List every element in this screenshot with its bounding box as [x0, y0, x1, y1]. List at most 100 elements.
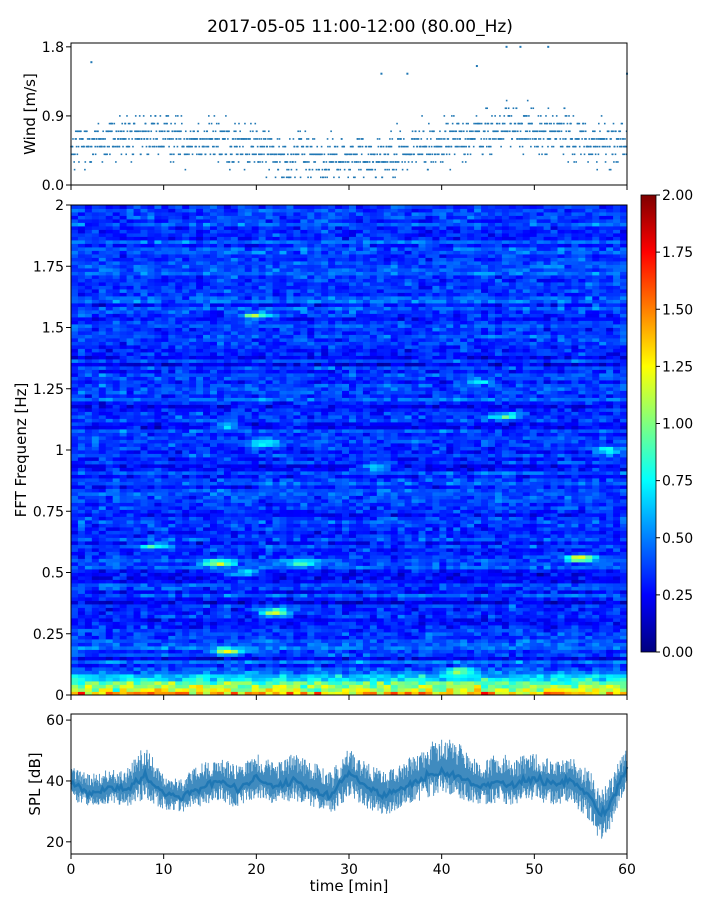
spectrogram-cell — [328, 541, 336, 545]
spectrogram-cell — [564, 558, 572, 563]
wind-point — [134, 138, 137, 140]
spectrogram-cell — [216, 548, 225, 552]
spectrogram-cell — [154, 590, 162, 594]
spectrogram-cell — [203, 614, 211, 619]
spectrogram-cell — [119, 548, 127, 552]
spectrogram-cell — [599, 607, 607, 612]
spectrogram-cell — [355, 688, 364, 692]
wind-point — [474, 122, 477, 125]
spectrogram-cell — [77, 590, 86, 594]
spectrogram-cell — [501, 586, 510, 591]
spectrogram-cell — [286, 656, 294, 661]
spectrogram-cell — [529, 597, 538, 601]
spectrogram-cell — [383, 537, 392, 542]
wind-point — [583, 145, 585, 148]
spectrogram-cell — [397, 544, 405, 549]
spectrogram-cell — [71, 600, 79, 605]
wind-point — [479, 122, 481, 125]
spectrogram-cell — [494, 611, 503, 615]
spectrogram-cell — [536, 541, 544, 545]
spectrogram-cell — [147, 667, 155, 671]
spectrogram-cell — [286, 677, 294, 682]
spectrogram-cell — [494, 590, 503, 594]
wind-point — [465, 145, 467, 148]
spectrogram-cell — [230, 593, 239, 598]
spectrogram-cell — [182, 548, 190, 552]
spectrogram-cell — [488, 611, 496, 615]
spectrogram-cell — [557, 611, 565, 615]
spectrogram-cell — [494, 597, 503, 601]
spectrogram-cell — [265, 593, 273, 598]
spectrogram-cell — [564, 653, 572, 657]
spectrogram-cell — [293, 684, 301, 689]
spectrogram-cell — [460, 572, 468, 577]
spectrogram-cell — [314, 551, 322, 556]
spectrogram-cell — [536, 558, 544, 563]
spectrogram-cell — [488, 558, 496, 563]
spectrogram-cell — [369, 562, 378, 566]
spectrogram-cell — [84, 600, 93, 605]
spectrogram-cell — [300, 548, 308, 552]
wind-point — [424, 161, 427, 163]
spectrogram-cell — [342, 670, 350, 675]
wind-panel: 0.00.91.8 Wind [m/s] — [21, 40, 628, 194]
wind-point — [167, 138, 169, 140]
spectrogram-cell — [328, 632, 336, 636]
spectrogram-cell — [390, 565, 399, 570]
spectrogram-cell — [126, 548, 134, 552]
wind-point — [117, 130, 120, 133]
wind-point — [150, 115, 152, 117]
spectrogram-cell — [488, 607, 496, 612]
spectrogram-cell — [328, 635, 336, 640]
spectrogram-cell — [571, 597, 579, 601]
spectrogram-cell — [133, 562, 141, 566]
wind-point — [379, 153, 382, 156]
spectrogram-cell — [418, 572, 426, 577]
spectrogram-cell — [418, 590, 426, 594]
spectrogram-cell — [369, 677, 378, 682]
spectrogram-cell — [501, 681, 510, 685]
spectrogram-cell — [237, 674, 246, 678]
spectrogram-cell — [251, 586, 260, 591]
spectrogram-cell — [112, 583, 121, 587]
spectrogram-cell — [515, 639, 524, 643]
spectrogram-cell — [140, 600, 148, 605]
spectrogram-cell — [140, 558, 148, 563]
wind-point — [180, 115, 183, 117]
spectrogram-cell — [439, 670, 447, 675]
wind-point — [290, 168, 293, 171]
wind-point — [574, 145, 577, 148]
spectrogram-cell — [279, 625, 287, 629]
wind-point — [449, 130, 452, 133]
spectrogram-cell — [571, 688, 579, 692]
spectrogram-cell — [515, 618, 524, 622]
spectrogram-cell — [404, 642, 412, 647]
spectrogram-cell — [376, 579, 385, 584]
spectrogram-cell — [550, 688, 558, 692]
spectrogram-cell — [77, 688, 86, 692]
spectrogram-cell — [390, 569, 399, 573]
spectrogram-cell — [251, 670, 260, 675]
spectrogram-cell — [189, 688, 197, 692]
spectrogram-cell — [265, 635, 273, 640]
spectrogram-cell — [397, 548, 405, 552]
spectrogram-cell — [620, 565, 628, 570]
spectrogram-cell — [522, 681, 531, 685]
wind-point — [359, 145, 362, 148]
wind-point — [249, 138, 251, 140]
wind-point — [390, 130, 392, 133]
spectrogram-cell — [105, 642, 114, 647]
spectrogram-cell — [488, 593, 496, 598]
spectrogram-cell — [105, 621, 114, 626]
spectrogram-cell — [481, 548, 489, 552]
spectrogram-cell — [335, 562, 343, 566]
spectrogram-cell — [585, 590, 593, 594]
wind-point — [360, 168, 362, 171]
spectrogram-cell — [515, 632, 524, 636]
wind-point — [385, 145, 388, 148]
spectrogram-cell — [286, 625, 294, 629]
spectrogram-cell — [543, 649, 551, 654]
spectrogram-cell — [161, 632, 169, 636]
spectrogram-cell — [84, 653, 93, 657]
spectrogram-cell — [272, 625, 280, 629]
